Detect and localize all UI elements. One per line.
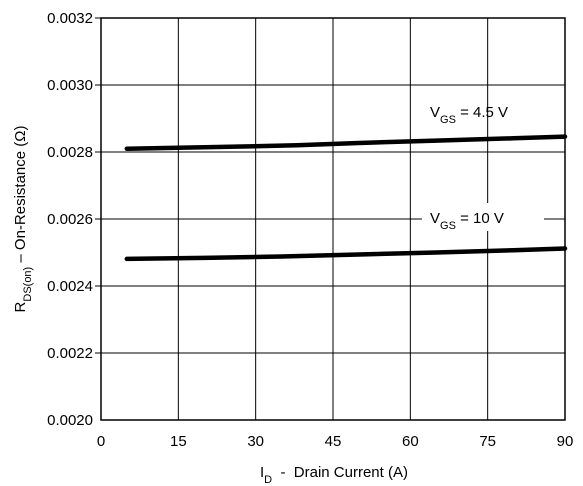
y-tick-labels: 0.0020 0.0022 0.0024 0.0026 0.0028 0.0030 0.00… <box>47 10 93 429</box>
series-label-vgs-10-background <box>422 203 544 231</box>
series-lines <box>124 134 568 262</box>
x-tick-labels: 0 15 30 45 60 75 90 <box>97 433 574 450</box>
y-tick-label: 0.0024 <box>47 278 93 295</box>
x-tick-label: 30 <box>247 433 264 450</box>
x-tick-label: 45 <box>325 433 342 450</box>
series-line-0 <box>124 134 568 151</box>
y-tick-label: 0.0032 <box>47 10 93 27</box>
y-tick-label: 0.0030 <box>47 77 93 94</box>
y-tick-label: 0.0022 <box>47 345 93 362</box>
y-tick-label: 0.0026 <box>47 211 93 228</box>
series-line-1 <box>124 246 568 262</box>
x-tick-label: 15 <box>170 433 187 450</box>
x-tick-label: 75 <box>479 433 496 450</box>
grid <box>95 17 565 420</box>
y-tick-label: 0.0020 <box>47 412 93 429</box>
y-axis-title: RDS(on) – On-Resistance (Ω) <box>12 126 34 313</box>
x-tick-label: 0 <box>97 433 105 450</box>
x-axis-title: ID - Drain Current (A) <box>260 464 408 486</box>
series-label-vgs-10: VGS = 10 V <box>430 210 504 232</box>
y-tick-label: 0.0028 <box>47 144 93 161</box>
x-tick-label: 60 <box>402 433 419 450</box>
series-label-vgs-4-5: VGS = 4.5 V <box>430 104 508 126</box>
x-tick-label: 90 <box>557 433 574 450</box>
